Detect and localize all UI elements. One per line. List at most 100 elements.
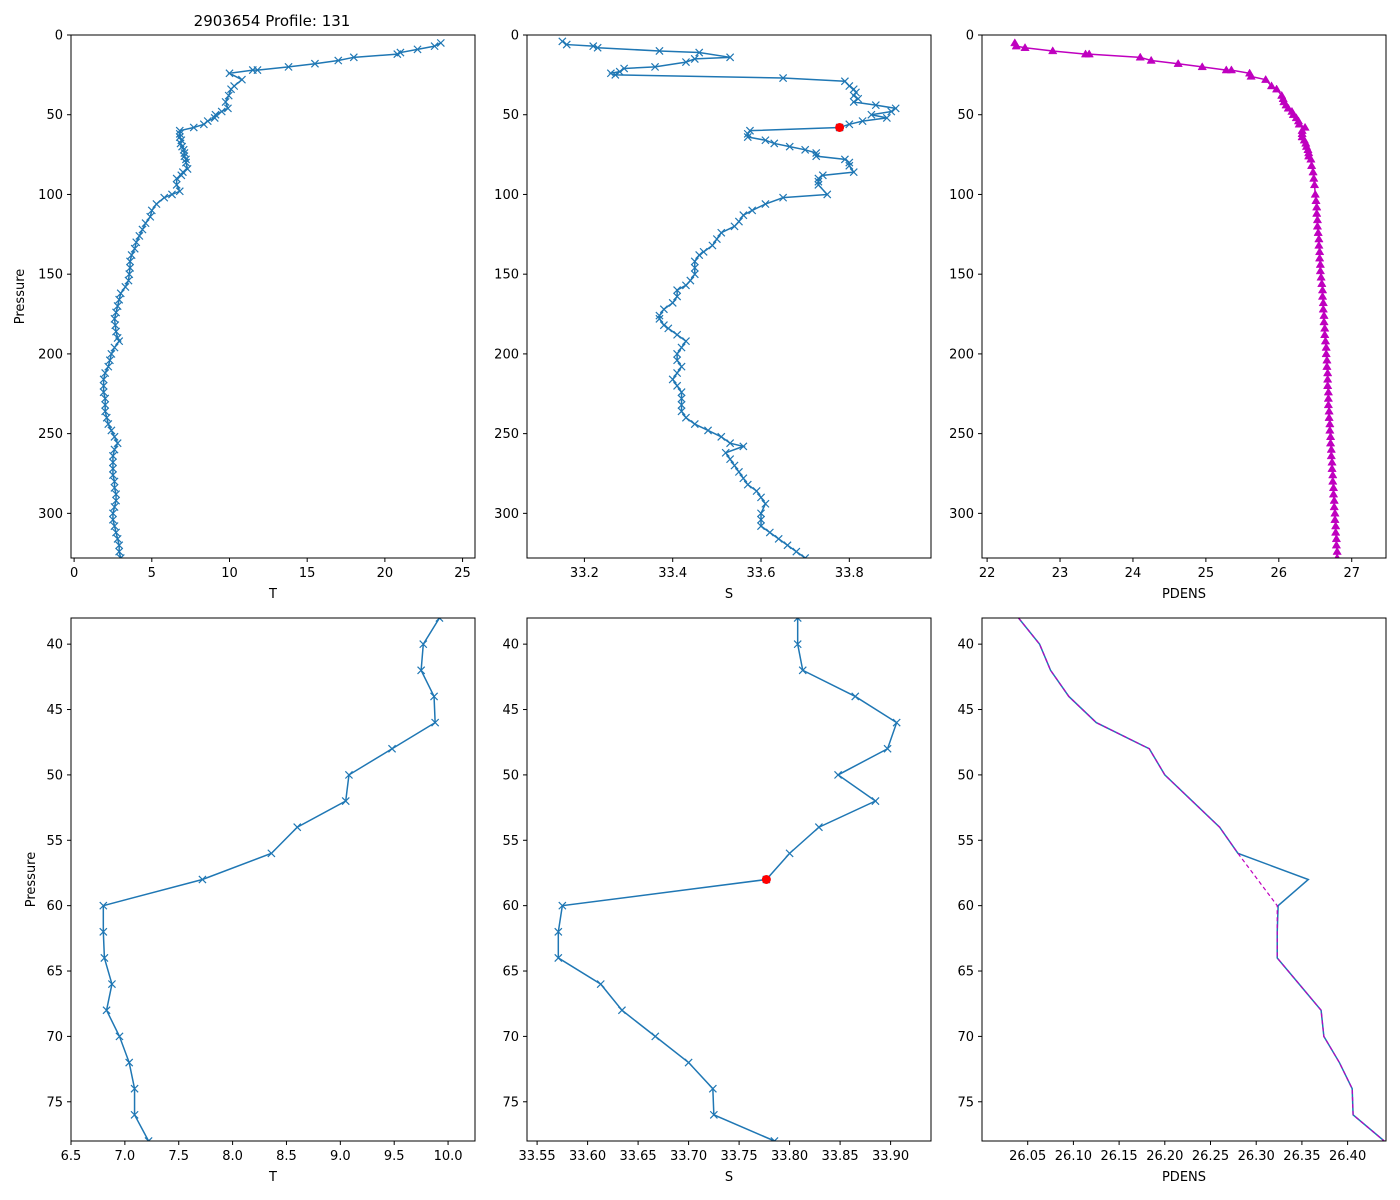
data-point-marker [100,953,109,962]
x-tick-label: 8.0 [222,1149,243,1164]
x-tick-label: 33.8 [835,566,864,581]
data-point-marker [845,82,854,91]
data-point-marker [1173,59,1183,67]
data-point-marker [748,206,757,215]
data-point-marker [708,241,717,250]
data-point-marker [237,75,246,84]
data-point-marker [739,211,748,220]
y-tick-label: 60 [46,899,63,914]
x-axis-label: S [725,587,733,602]
data-point-marker [210,113,219,122]
data-point-marker [655,46,664,55]
data-point-marker [814,177,823,186]
data-point-marker [102,1006,111,1015]
data-point-marker [717,228,726,237]
data-point-marker [814,180,823,189]
y-tick-label: 70 [957,1030,974,1045]
x-tick-label: 26.20 [1146,1149,1183,1164]
data-point-marker [181,155,191,164]
data-point-marker [175,129,184,138]
y-tick-label: 45 [957,703,974,718]
data-point-marker [761,199,770,209]
data-point-marker [704,426,713,435]
data-point-marker [225,69,234,78]
data-point-marker [435,618,444,623]
data-point-marker [717,432,726,441]
chart-frame [981,617,1387,1142]
data-point-marker [891,104,900,113]
data-point-marker [659,321,668,330]
x-tick-label: 25 [1198,566,1215,581]
data-point-marker [756,522,766,531]
y-axis-label: Pressure [24,852,39,908]
data-point-marker [125,1058,134,1067]
data-point-marker [104,362,113,371]
data-point-marker [107,349,116,358]
data-point-marker [690,270,699,279]
y-tick-label: 150 [38,268,63,283]
chart-data-layer [99,38,445,558]
data-point-marker [589,42,598,51]
data-point-marker [113,302,122,311]
data-point-marker [284,62,293,71]
data-point-marker [739,474,748,483]
x-tick-label: 22 [979,566,996,581]
chart-frame [526,34,932,559]
x-tick-label: 33.2 [570,566,599,581]
y-tick-label: 50 [502,768,519,783]
series-line [102,42,442,558]
data-point-marker [673,286,682,295]
figure-title: 2903654 Profile: 131 [194,12,351,30]
data-point-marker [141,219,150,228]
y-tick-label: 70 [46,1030,63,1045]
data-point-marker [673,349,682,358]
data-point-marker [730,461,739,470]
data-point-marker [779,74,788,83]
data-point-marker [730,222,739,231]
data-point-marker [110,477,119,486]
data-point-marker [818,171,827,180]
data-point-marker [620,64,629,73]
data-point-marker [267,849,276,858]
data-point-marker [1261,74,1271,83]
data-point-marker [112,528,121,537]
data-point-marker [1197,62,1207,71]
y-tick-label: 50 [46,768,63,783]
data-point-marker [558,37,567,46]
x-tick-label: 5 [148,566,156,581]
data-point-marker [684,1058,693,1067]
data-point-marker [110,343,119,352]
y-tick-label: 50 [46,108,63,123]
y-tick-label: 40 [502,638,519,653]
data-point-marker [1306,161,1317,169]
x-tick-label: 6.5 [61,1149,82,1164]
data-point-marker [849,168,858,177]
x-tick-label: 33.60 [569,1149,606,1164]
x-tick-label: 33.6 [747,566,776,581]
data-point-marker [107,426,116,435]
x-tick-label: 26.10 [1055,1149,1092,1164]
data-point-marker [677,407,686,416]
data-point-marker [695,251,704,260]
data-point-marker [105,356,114,365]
data-point-marker [668,375,677,384]
data-point-marker [664,324,673,333]
y-tick-label: 250 [949,427,974,442]
y-tick-label: 75 [502,1095,519,1110]
data-point-marker [801,145,810,154]
data-point-marker [695,48,704,57]
x-tick-label: 26.30 [1238,1149,1275,1164]
data-point-marker [99,375,108,384]
data-point-marker [1226,65,1237,74]
chart-full-salinity: 33.2 33.4 33.6 33.8 0 50 100 150 200 250 300 S [494,29,932,602]
data-point-marker [221,97,230,106]
x-tick-label: 26 [1271,566,1288,581]
data-point-marker [743,133,752,142]
data-point-marker [677,362,686,371]
y-tick-label: 100 [949,188,974,203]
data-point-marker [172,180,181,189]
data-point-marker [673,330,682,339]
data-point-marker [785,849,794,858]
data-point-marker [699,247,708,256]
data-point-marker [112,490,121,499]
